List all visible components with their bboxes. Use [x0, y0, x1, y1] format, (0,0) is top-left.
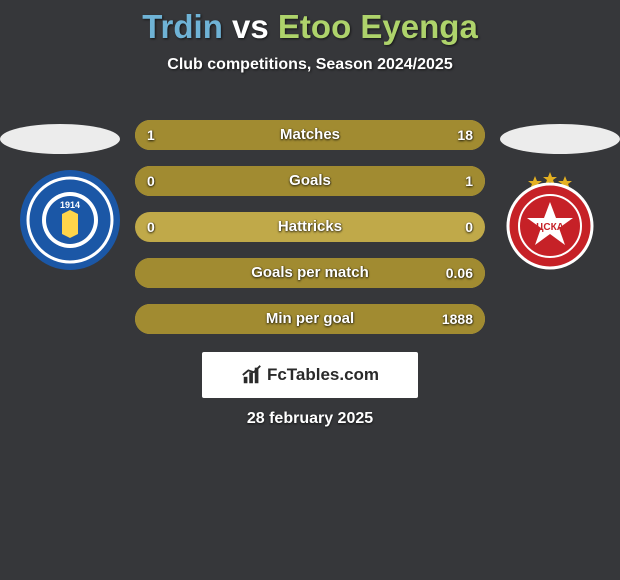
stat-label: Goals per match [135, 258, 485, 288]
vs-separator: vs [232, 8, 269, 45]
stat-row: 0Hattricks0 [135, 212, 485, 242]
crest-text: ЦСКА [536, 222, 564, 233]
player1-name: Trdin [142, 8, 223, 45]
levski-crest-icon: 1914 [20, 170, 120, 270]
bar-chart-icon [241, 364, 263, 386]
orbit-right [500, 124, 620, 154]
stat-row: Min per goal1888 [135, 304, 485, 334]
crest-year: 1914 [60, 200, 80, 210]
stat-value-right: 1888 [442, 304, 473, 334]
club-crest-right: ЦСКА [500, 170, 600, 270]
stat-row: 0Goals1 [135, 166, 485, 196]
comparison-title: Trdin vs Etoo Eyenga [0, 0, 620, 46]
stat-label: Matches [135, 120, 485, 150]
stats-container: 1Matches180Goals10Hattricks0Goals per ma… [135, 120, 485, 350]
stat-value-right: 0.06 [446, 258, 473, 288]
stat-row: 1Matches18 [135, 120, 485, 150]
subtitle: Club competitions, Season 2024/2025 [0, 56, 620, 74]
stat-label: Hattricks [135, 212, 485, 242]
stat-value-right: 0 [465, 212, 473, 242]
cska-crest-icon: ЦСКА [500, 170, 600, 270]
player2-name: Etoo Eyenga [278, 8, 478, 45]
stat-label: Min per goal [135, 304, 485, 334]
branding-text: FcTables.com [267, 365, 379, 385]
stat-value-right: 18 [457, 120, 473, 150]
stat-label: Goals [135, 166, 485, 196]
stat-row: Goals per match0.06 [135, 258, 485, 288]
orbit-left [0, 124, 120, 154]
club-crest-left: 1914 [20, 170, 120, 270]
branding-badge: FcTables.com [202, 352, 418, 398]
date-label: 28 february 2025 [0, 410, 620, 428]
stat-value-right: 1 [465, 166, 473, 196]
